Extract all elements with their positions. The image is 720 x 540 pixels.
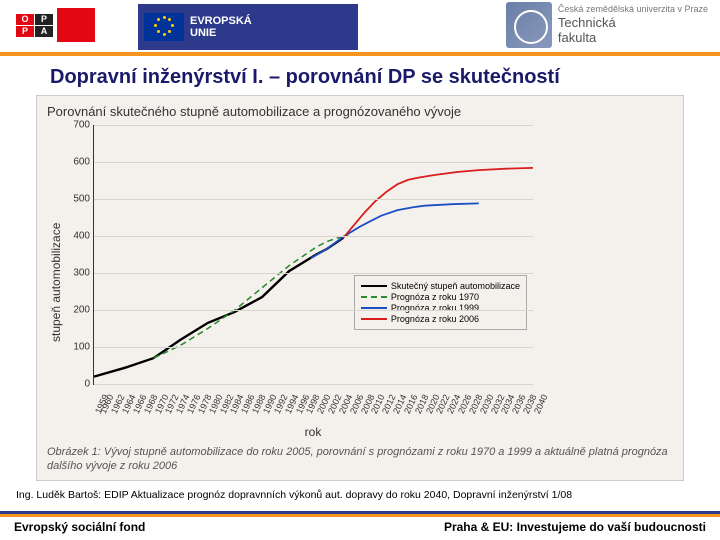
- tf-badge-icon: [506, 2, 552, 48]
- legend-label: Skutečný stupeň automobilizace: [391, 281, 520, 291]
- uni-sub: fakulta: [558, 30, 708, 46]
- gridline: [94, 273, 533, 274]
- series-line: [311, 203, 479, 258]
- footer: Evropský sociální fond Praha & EU: Inves…: [0, 514, 720, 540]
- ytick-label: 200: [66, 305, 90, 316]
- series-line: [154, 236, 349, 358]
- ytick-label: 400: [66, 231, 90, 242]
- ytick-label: 100: [66, 342, 90, 353]
- prague-badge: [57, 8, 95, 42]
- header: OP PA EVROPSKÁ UNIE Česká zemědělská u: [0, 0, 720, 56]
- gridline: [94, 310, 533, 311]
- chart-lines: [94, 125, 533, 384]
- source-citation: Ing. Luděk Bartoš: EDIP Aktualizace prog…: [0, 481, 720, 505]
- gridline: [94, 162, 533, 163]
- series-line: [94, 238, 343, 377]
- ytick-label: 0: [66, 379, 90, 390]
- chart-title: Porovnání skutečného stupně automobiliza…: [47, 104, 673, 119]
- footer-left: Evropský sociální fond: [14, 520, 145, 534]
- eu-label-1: EVROPSKÁ: [190, 15, 252, 27]
- page-title: Dopravní inženýrství I. – porovnání DP s…: [0, 56, 720, 95]
- legend-label: Prognóza z roku 2006: [391, 314, 479, 324]
- gridline: [94, 384, 533, 385]
- chart-xticks: 1959196019621964196619681970197219741976…: [93, 405, 533, 445]
- uni-main: Technická: [558, 15, 708, 31]
- opp-logo: OP PA: [16, 8, 95, 42]
- header-accent: [0, 52, 720, 56]
- legend-swatch: [361, 318, 387, 320]
- legend-swatch: [361, 296, 387, 298]
- series-line: [343, 168, 533, 238]
- gridline: [94, 125, 533, 126]
- chart-plot-area: Skutečný stupeň automobilizacePrognóza z…: [93, 125, 533, 385]
- chart-legend: Skutečný stupeň automobilizacePrognóza z…: [354, 275, 527, 330]
- ytick-label: 300: [66, 268, 90, 279]
- gridline: [94, 199, 533, 200]
- chart-ylabel: stupeň automobilizace: [47, 125, 65, 439]
- eu-bar: EVROPSKÁ UNIE: [138, 4, 358, 50]
- legend-swatch: [361, 307, 387, 309]
- legend-swatch: [361, 285, 387, 287]
- ytick-label: 700: [66, 120, 90, 131]
- gridline: [94, 236, 533, 237]
- chart: Porovnání skutečného stupně automobiliza…: [36, 95, 684, 481]
- chart-caption: Obrázek 1: Vývoj stupně automobilizace d…: [47, 445, 673, 474]
- legend-label: Prognóza z roku 1999: [391, 303, 479, 313]
- legend-item: Prognóza z roku 1999: [361, 303, 520, 313]
- ytick-label: 500: [66, 194, 90, 205]
- legend-label: Prognóza z roku 1970: [391, 292, 479, 302]
- university-logo: Česká zemědělská univerzita v Praze Tech…: [506, 2, 708, 48]
- uni-top: Česká zemědělská univerzita v Praze: [558, 4, 708, 15]
- gridline: [94, 347, 533, 348]
- ytick-label: 600: [66, 157, 90, 168]
- eu-label-2: UNIE: [190, 27, 252, 39]
- legend-item: Skutečný stupeň automobilizace: [361, 281, 520, 291]
- legend-item: Prognóza z roku 2006: [361, 314, 520, 324]
- legend-item: Prognóza z roku 1970: [361, 292, 520, 302]
- eu-flag-icon: [144, 13, 184, 41]
- footer-right: Praha & EU: Investujeme do vaší budoucno…: [444, 520, 706, 534]
